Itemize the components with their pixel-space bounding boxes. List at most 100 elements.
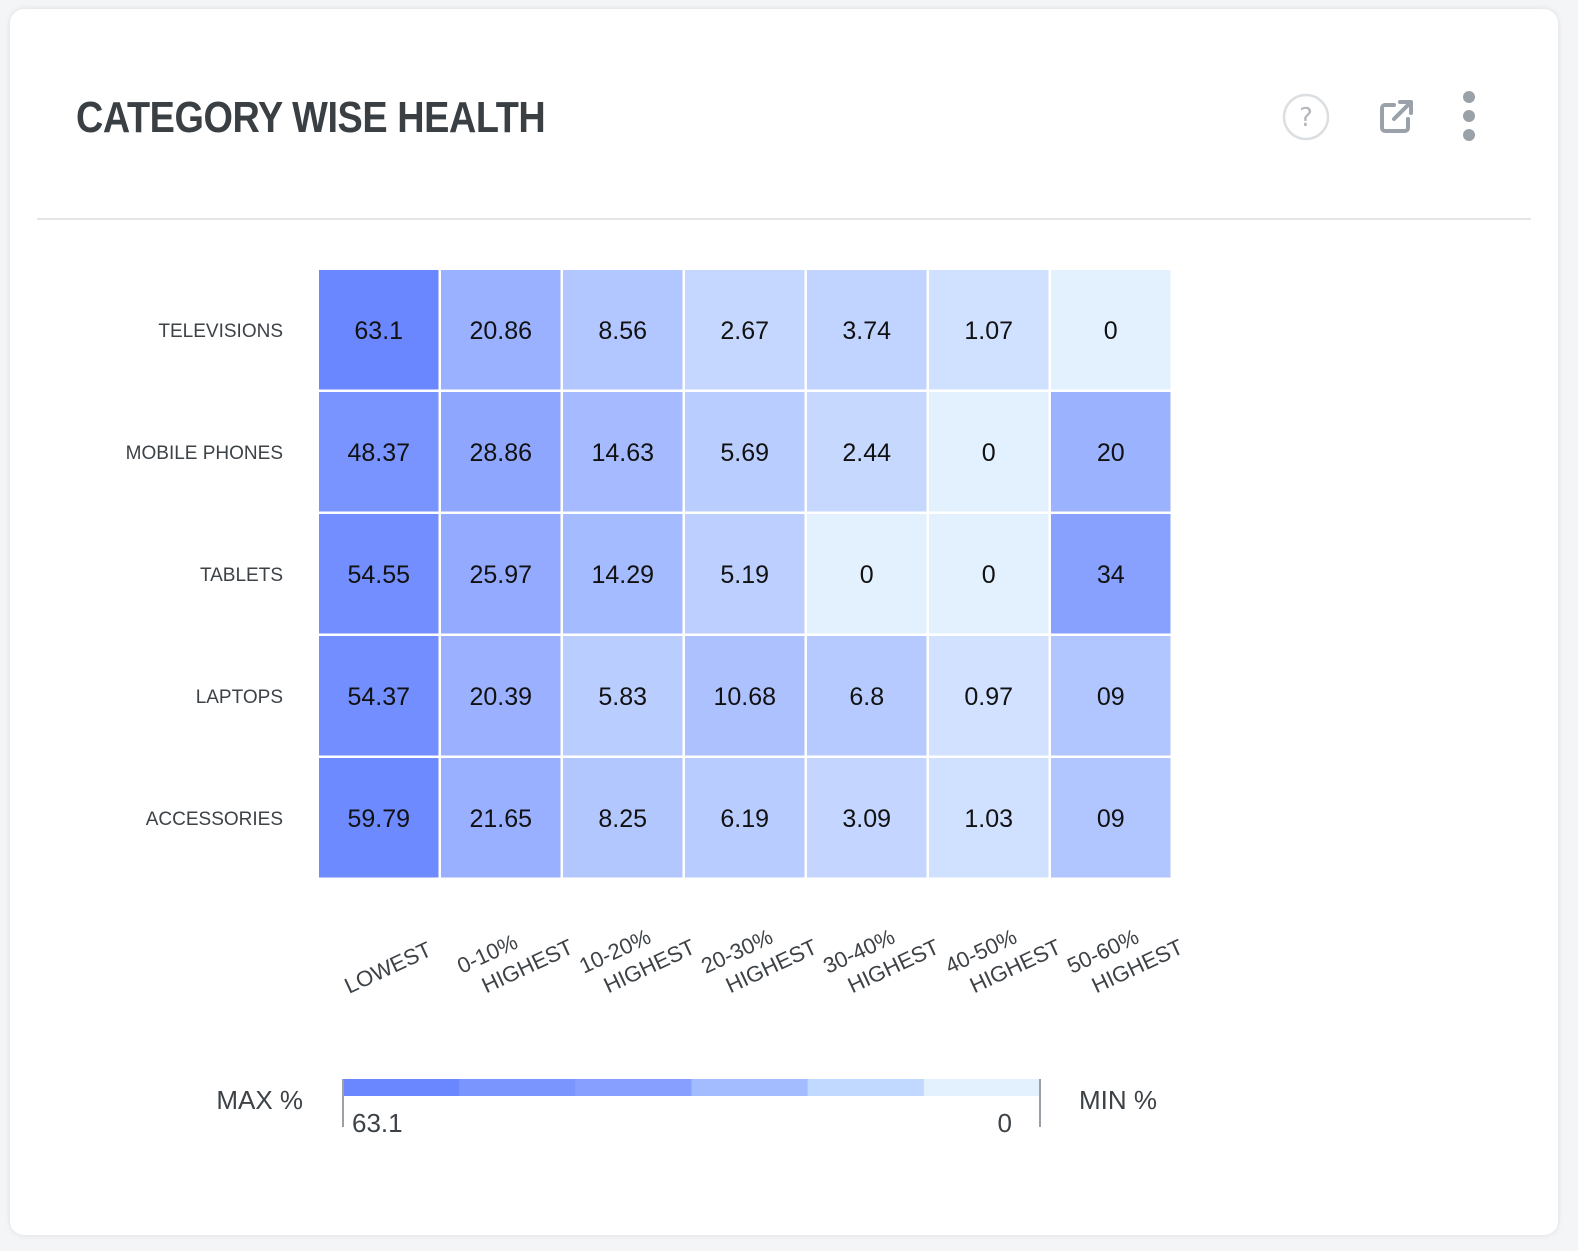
heatmap-cell xyxy=(929,392,1049,512)
heatmap-cell xyxy=(685,270,805,390)
heatmap-cell xyxy=(441,514,561,634)
row-label: MOBILE PHONES xyxy=(126,443,283,464)
cell-value-label: 5.69 xyxy=(720,439,769,467)
cell-value-label: 1.07 xyxy=(964,317,1013,345)
cell-value-label: 0.97 xyxy=(964,683,1013,711)
heatmap-cell xyxy=(929,636,1049,756)
cell-value-label: 5.83 xyxy=(598,683,647,711)
cell-value-label: 10.68 xyxy=(713,683,776,711)
heatmap-cell xyxy=(441,392,561,512)
cell-value-label: 8.25 xyxy=(598,805,647,833)
cell-value-label: 25.97 xyxy=(469,561,532,589)
cell-value-label: 59.79 xyxy=(347,805,410,833)
cell-value-label: 20.86 xyxy=(469,317,532,345)
heatmap-cell xyxy=(441,758,561,878)
heatmap-cell xyxy=(319,514,439,634)
more-vertical-icon[interactable] xyxy=(1456,89,1482,145)
column-label: 0-10%HIGHEST xyxy=(453,929,577,998)
help-circle-icon[interactable]: ? xyxy=(1282,93,1330,141)
heatmap-cell xyxy=(1051,636,1171,756)
heatmap-cell xyxy=(1051,758,1171,878)
column-label-line: LOWEST xyxy=(341,937,436,999)
heatmap-cell xyxy=(929,758,1049,878)
heatmap-cell xyxy=(563,636,683,756)
cell-value-label: 20 xyxy=(1097,439,1125,467)
heatmap-cell xyxy=(319,758,439,878)
cell-value-label: 2.44 xyxy=(842,439,891,467)
heatmap-cell xyxy=(441,270,561,390)
cell-value-label: 34 xyxy=(1097,561,1125,589)
heatmap-cell xyxy=(929,270,1049,390)
cell-value-label: 8.56 xyxy=(598,317,647,345)
heatmap-cell xyxy=(929,514,1049,634)
cell-value-label: 0 xyxy=(1104,317,1118,345)
legend-step xyxy=(575,1079,692,1096)
legend-min-label: MIN % xyxy=(1079,1085,1157,1115)
cell-value-label: 0 xyxy=(982,439,996,467)
cell-value-label: 54.37 xyxy=(347,683,410,711)
cell-value-label: 54.55 xyxy=(347,561,410,589)
cell-value-label: 3.09 xyxy=(842,805,891,833)
legend-step xyxy=(459,1079,576,1096)
cell-value-label: 6.19 xyxy=(720,805,769,833)
legend-step xyxy=(691,1079,809,1096)
cell-value-label: 14.63 xyxy=(591,439,654,467)
heatmap-cell xyxy=(563,270,683,390)
row-label: ACCESSORIES xyxy=(146,809,283,830)
cell-value-label: 1.03 xyxy=(964,805,1013,833)
legend-max-label: MAX % xyxy=(216,1085,303,1115)
legend-max-value: 63.1 xyxy=(352,1108,403,1138)
heatmap-cell xyxy=(1051,392,1171,512)
heatmap-cell xyxy=(807,636,927,756)
svg-text:?: ? xyxy=(1299,103,1313,133)
cell-value-label: 48.37 xyxy=(347,439,410,467)
column-label: 10-20%HIGHEST xyxy=(575,924,699,998)
heatmap-cell xyxy=(563,758,683,878)
column-label: 40-50%HIGHEST xyxy=(941,924,1065,998)
column-label: 20-30%HIGHEST xyxy=(697,924,821,998)
column-label: LOWEST xyxy=(341,937,436,999)
heatmap-cell xyxy=(1051,270,1171,390)
heatmap-cell xyxy=(807,392,927,512)
cell-value-label: 09 xyxy=(1097,683,1125,711)
heatmap-cell xyxy=(807,514,927,634)
column-label: 30-40%HIGHEST xyxy=(819,924,943,998)
row-label: TABLETS xyxy=(200,565,283,586)
cell-value-label: 09 xyxy=(1097,805,1125,833)
heatmap-cell xyxy=(807,758,927,878)
heatmap-cell xyxy=(563,392,683,512)
cell-value-label: 6.8 xyxy=(849,683,884,711)
heatmap-cell xyxy=(685,514,805,634)
cell-value-label: 0 xyxy=(860,561,874,589)
heatmap-cell xyxy=(563,514,683,634)
row-label: LAPTOPS xyxy=(196,687,283,708)
heatmap-cell xyxy=(319,392,439,512)
cell-value-label: 14.29 xyxy=(591,561,654,589)
category-health-card: CATEGORY WISE HEALTH ? 63.1 20.86 8.56 2.67… xyxy=(10,9,1558,1235)
column-label: 50-60%HIGHEST xyxy=(1063,924,1187,998)
heatmap-cell xyxy=(319,636,439,756)
widget-title: CATEGORY WISE HEALTH xyxy=(76,93,546,142)
cell-value-label: 21.65 xyxy=(469,805,532,833)
legend-step xyxy=(923,1079,1041,1096)
heatmap-cell xyxy=(1051,514,1171,634)
legend-min-value: 0 xyxy=(998,1108,1012,1138)
heatmap-cell xyxy=(807,270,927,390)
external-link-icon[interactable] xyxy=(1378,97,1416,135)
cell-value-label: 20.39 xyxy=(469,683,532,711)
row-label: TELEVISIONS xyxy=(158,321,283,342)
heatmap-cell xyxy=(319,270,439,390)
legend-step xyxy=(343,1079,460,1096)
heatmap-cell xyxy=(685,636,805,756)
heatmap-chart: 63.1 20.86 8.56 2.67 3.74 1.07 0 48.37 28.86 14.6… xyxy=(126,270,1187,1138)
cell-value-label: 63.1 xyxy=(354,317,403,345)
heatmap-cell xyxy=(685,758,805,878)
cell-value-label: 0 xyxy=(982,561,996,589)
legend-step xyxy=(807,1079,925,1096)
heatmap-cell xyxy=(685,392,805,512)
cell-value-label: 3.74 xyxy=(842,317,891,345)
heatmap-cell xyxy=(441,636,561,756)
cell-value-label: 2.67 xyxy=(720,317,769,345)
cell-value-label: 28.86 xyxy=(469,439,532,467)
cell-value-label: 5.19 xyxy=(720,561,769,589)
